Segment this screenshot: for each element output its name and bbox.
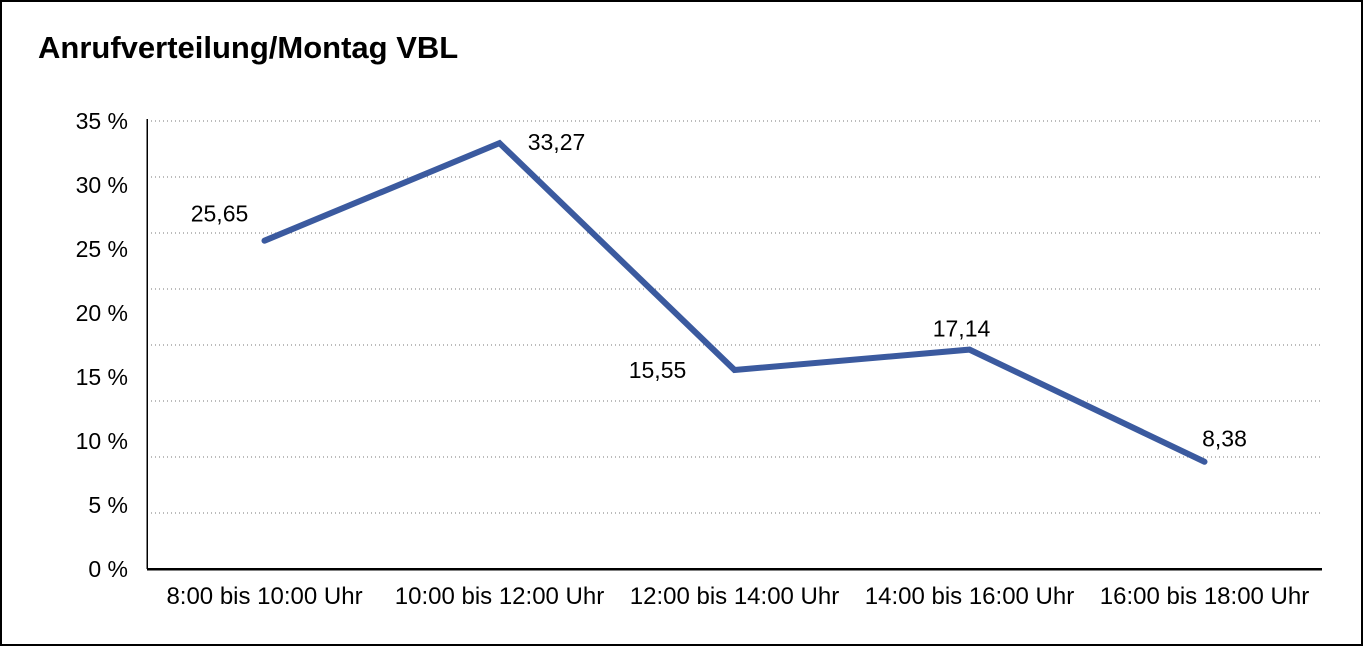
y-tick-label: 0 % xyxy=(88,556,128,582)
data-point-label: 15,55 xyxy=(629,357,687,383)
x-tick-label: 14:00 bis 16:00 Uhr xyxy=(865,583,1074,610)
y-tick-label: 10 % xyxy=(76,428,128,454)
y-tick-label: 20 % xyxy=(76,300,128,326)
data-point-label: 33,27 xyxy=(528,129,586,155)
data-point-label: 17,14 xyxy=(933,316,991,342)
chart-title: Anrufverteilung/Montag VBL xyxy=(38,30,459,65)
y-tick-label: 30 % xyxy=(76,172,128,198)
y-tick-label: 15 % xyxy=(76,364,128,390)
data-line xyxy=(261,139,1208,465)
y-tick-label: 25 % xyxy=(76,236,128,262)
y-tick-label: 5 % xyxy=(88,492,128,518)
x-tick-label: 16:00 bis 18:00 Uhr xyxy=(1100,583,1309,610)
x-tick-label: 12:00 bis 14:00 Uhr xyxy=(630,583,839,610)
y-tick-label: 35 % xyxy=(76,108,128,134)
data-point-label: 8,38 xyxy=(1202,426,1247,452)
x-tick-label: 8:00 bis 10:00 Uhr xyxy=(166,583,362,610)
data-point-label: 25,65 xyxy=(191,201,249,227)
x-tick-label: 10:00 bis 12:00 Uhr xyxy=(395,583,604,610)
